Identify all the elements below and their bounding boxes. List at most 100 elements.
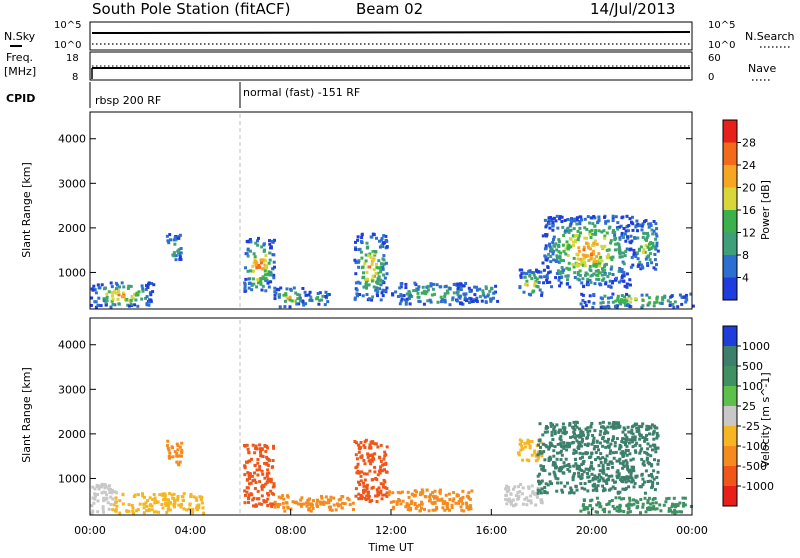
radar-cell — [256, 497, 259, 501]
colorbar-frame — [722, 325, 738, 507]
radar-cell — [582, 248, 586, 252]
radar-cell — [110, 491, 114, 495]
radar-cell — [560, 266, 564, 269]
radar-cell — [668, 304, 672, 307]
radar-cell — [180, 448, 184, 452]
radar-cell — [583, 226, 587, 230]
radar-cell — [177, 503, 181, 507]
radar-cell — [424, 495, 428, 499]
radar-cell — [179, 247, 183, 250]
radar-cell — [564, 229, 567, 233]
radar-cell — [90, 296, 94, 300]
radar-cell — [388, 490, 391, 494]
radar-cell — [602, 479, 606, 483]
radar-cell — [575, 222, 579, 226]
radar-cell — [639, 485, 643, 489]
radar-cell — [271, 267, 275, 271]
radar-cell — [607, 300, 611, 304]
radar-cell — [623, 254, 627, 258]
radar-cell — [354, 487, 358, 491]
radar-cell — [431, 287, 435, 291]
radar-cell — [97, 286, 101, 290]
radar-cell — [599, 283, 603, 287]
radar-cell — [408, 291, 412, 295]
nsky-label: N.Sky — [4, 30, 36, 43]
radar-cell — [519, 274, 523, 278]
radar-cell — [296, 297, 300, 301]
radar-cell — [662, 503, 666, 507]
radar-cell — [376, 271, 380, 275]
radar-cell — [258, 468, 262, 472]
radar-cell — [114, 508, 118, 512]
radar-cell — [372, 252, 376, 256]
radar-cell — [582, 503, 586, 507]
radar-cell — [625, 214, 629, 218]
radar-cell — [168, 508, 172, 512]
radar-cell — [597, 218, 601, 222]
radar-cell — [110, 489, 114, 492]
radar-cell — [652, 505, 656, 509]
radar-cell — [322, 500, 326, 504]
radar-cell — [170, 493, 174, 497]
radar-cell — [576, 257, 580, 261]
radar-cell — [650, 463, 654, 467]
radar-cell — [377, 455, 381, 459]
radar-cell — [98, 484, 102, 488]
radar-cell — [93, 497, 97, 501]
radar-cell — [467, 491, 471, 495]
radar-cell — [648, 426, 652, 430]
radar-cell — [579, 231, 582, 235]
radar-cell — [591, 222, 595, 226]
radar-cell — [266, 272, 270, 276]
radar-cell — [618, 236, 622, 240]
radar-cell — [546, 265, 550, 269]
radar-cell — [615, 509, 619, 513]
time-axis-label: Time UT — [367, 541, 413, 554]
radar-cell — [197, 503, 201, 507]
radar-cell — [575, 488, 579, 492]
radar-cell — [646, 501, 650, 505]
radar-cell — [689, 505, 693, 508]
radar-cell — [607, 296, 610, 300]
radar-cell — [551, 217, 555, 221]
radar-cell — [269, 480, 273, 484]
radar-cell — [415, 490, 418, 494]
radar-cell — [329, 495, 333, 499]
radar-cell — [117, 293, 121, 297]
radar-cell — [383, 262, 386, 266]
radar-cell — [644, 257, 648, 261]
radar-cell — [586, 436, 589, 440]
radar-cell — [112, 503, 116, 507]
radar-cell — [625, 272, 629, 276]
radar-cell — [545, 276, 549, 280]
radar-cell — [381, 463, 385, 467]
radar-cell — [90, 303, 93, 307]
radar-cell — [532, 273, 536, 277]
radar-cell — [643, 436, 647, 440]
radar-cell — [245, 443, 249, 447]
radar-cell — [413, 502, 417, 505]
radar-cell — [544, 444, 548, 448]
radar-cell — [611, 485, 615, 489]
radar-cell — [303, 290, 307, 294]
radar-cell — [585, 242, 589, 245]
radar-cell — [156, 500, 160, 504]
radar-cell — [273, 297, 277, 301]
radar-cell — [588, 221, 592, 225]
radar-cell — [552, 235, 556, 239]
radar-cell — [613, 304, 617, 308]
radar-cell — [382, 254, 386, 258]
radar-cell — [538, 451, 542, 455]
radar-cell — [264, 259, 267, 263]
radar-cell — [504, 497, 508, 501]
radar-cell — [481, 289, 485, 293]
y-tick-label: 2000 — [58, 428, 86, 441]
radar-cell — [631, 215, 634, 219]
radar-cell — [592, 293, 596, 296]
radar-cell — [305, 501, 309, 505]
radar-cell — [144, 296, 148, 300]
radar-cell — [611, 219, 615, 223]
radar-cell — [441, 506, 445, 510]
radar-cell — [634, 499, 638, 503]
